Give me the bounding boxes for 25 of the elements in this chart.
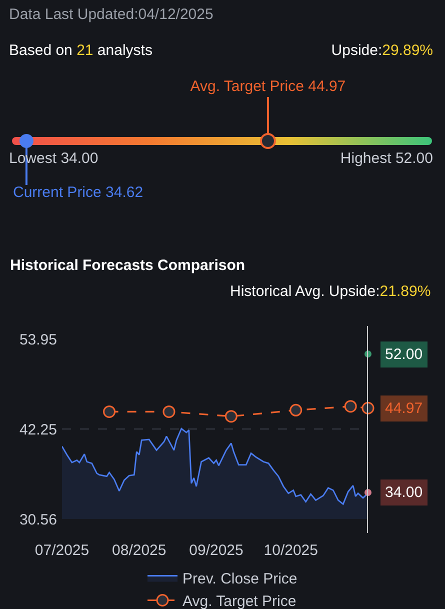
x-tick-label: 09/2025 [189, 542, 244, 559]
x-tick-label: 08/2025 [112, 542, 166, 559]
annotation: 44.97 [385, 400, 423, 417]
legend-label: Prev. Close Price [182, 570, 298, 588]
chart-subtitle: Historical Avg. Upside:21.89% [230, 283, 431, 300]
text: Current Price 34.62 [13, 184, 144, 202]
annotation: 52.00 [385, 346, 423, 363]
point [224, 410, 238, 423]
annotation: 34.00 [385, 484, 423, 501]
text: Upside:29.89% [331, 42, 433, 60]
text: Highest 52.00 [340, 150, 433, 168]
point [290, 404, 302, 416]
y-tick-label: 42.25 [19, 421, 57, 438]
point [103, 405, 116, 418]
point [344, 400, 357, 413]
legend-label: Avg. Target Price [182, 593, 296, 609]
x-tick-label: 07/2025 [34, 542, 90, 559]
chart-title: Historical Forecasts Comparison [10, 257, 246, 274]
text: Based on 21 analysts [9, 42, 152, 60]
point [162, 405, 176, 418]
text: Avg. Target Price 44.97 [190, 78, 346, 96]
y-tick-label: 30.56 [19, 511, 57, 528]
y-tick-label: 53.95 [19, 331, 57, 348]
x-tick-label: 10/2025 [264, 542, 318, 559]
text: Data Last Updated:04/12/2025 [9, 6, 214, 24]
